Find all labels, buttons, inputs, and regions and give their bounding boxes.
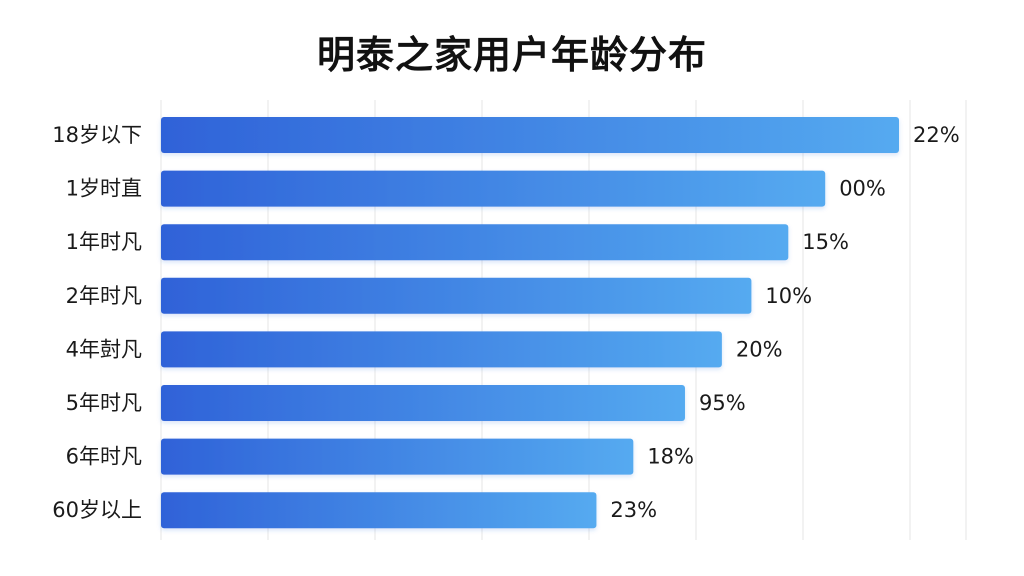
- value-label: 00%: [839, 177, 886, 201]
- bar: [161, 277, 752, 314]
- value-label: 10%: [765, 284, 812, 308]
- chart-title: 明泰之家用户年龄分布: [316, 33, 707, 77]
- value-label: 18%: [647, 445, 694, 469]
- bar: [161, 385, 685, 421]
- bar: [161, 438, 634, 475]
- category-label: 1岁时直: [66, 177, 142, 201]
- bar: [161, 117, 899, 153]
- bars: [161, 117, 899, 529]
- value-label: 95%: [699, 391, 746, 415]
- category-label: 5年时凡: [66, 391, 142, 415]
- category-label: 1年时凡: [66, 230, 142, 254]
- value-label: 23%: [610, 498, 657, 522]
- value-label: 20%: [736, 337, 783, 361]
- labels: 18岁以下 22% 1岁时直 00% 1年时凡 15% 2年时凡 10% 4年尌凡 20% 5年时凡…: [52, 123, 959, 522]
- bar: [161, 492, 597, 529]
- category-label: 60岁以上: [52, 498, 142, 522]
- bar: [161, 170, 826, 207]
- bar: [161, 224, 789, 261]
- value-label: 22%: [913, 123, 960, 147]
- category-label: 6年时凡: [66, 445, 142, 469]
- category-label: 18岁以下: [52, 123, 142, 147]
- bar: [161, 331, 722, 368]
- value-label: 15%: [802, 230, 849, 254]
- category-label: 4年尌凡: [66, 337, 142, 361]
- category-label: 2年时凡: [66, 284, 142, 308]
